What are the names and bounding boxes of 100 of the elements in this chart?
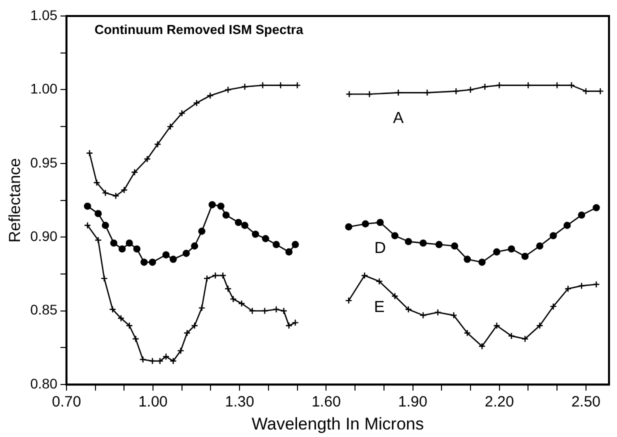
point (582, 88, 590, 95)
point (345, 223, 352, 230)
point (451, 242, 458, 250)
point (139, 356, 147, 364)
point (109, 306, 116, 314)
point (234, 218, 242, 226)
point (259, 82, 266, 89)
point (190, 322, 198, 330)
point (366, 90, 374, 98)
point (241, 222, 248, 229)
point (166, 122, 174, 130)
point (578, 282, 586, 290)
point (568, 82, 576, 89)
point (508, 332, 516, 340)
point (140, 258, 148, 266)
point (346, 90, 353, 98)
point (144, 155, 151, 163)
point (93, 179, 100, 186)
point (238, 300, 246, 308)
y-tick-label: 0.90 (30, 228, 58, 244)
point (162, 352, 170, 360)
point (120, 186, 128, 194)
point (564, 222, 571, 229)
point (345, 296, 352, 304)
point (578, 211, 586, 219)
point (521, 252, 529, 260)
point (230, 295, 237, 303)
point (536, 322, 544, 330)
point (261, 307, 268, 314)
point (452, 88, 460, 95)
point (553, 82, 561, 89)
point (112, 192, 120, 200)
point (521, 335, 529, 342)
point (508, 245, 516, 253)
point (280, 307, 288, 314)
point (464, 256, 471, 263)
point (391, 232, 398, 240)
point (481, 83, 489, 90)
point (550, 232, 557, 240)
y-tick-label: 0.85 (30, 302, 58, 318)
point (564, 285, 572, 292)
point (182, 250, 190, 257)
point (177, 347, 184, 354)
point (450, 312, 458, 319)
point (362, 220, 370, 228)
point (222, 211, 230, 219)
point (183, 329, 191, 337)
point (592, 204, 600, 212)
y-axis-title: Reflectance (7, 158, 24, 243)
point (285, 248, 293, 256)
point (478, 342, 486, 350)
point (241, 83, 248, 90)
point (404, 306, 412, 314)
point (292, 240, 299, 248)
point (394, 89, 402, 96)
point (478, 258, 486, 266)
point (435, 240, 443, 248)
point (208, 201, 216, 208)
x-tick-label: 1.90 (398, 394, 428, 411)
y-tick-label: 0.95 (30, 154, 58, 170)
point (524, 82, 532, 89)
point (118, 245, 126, 253)
y-tick-label: 1.00 (30, 80, 58, 97)
point (94, 210, 102, 218)
point (198, 228, 206, 235)
point (203, 274, 211, 282)
point (536, 242, 544, 250)
point (206, 92, 214, 100)
point (493, 322, 500, 330)
point (170, 357, 177, 365)
point (272, 306, 280, 314)
point (434, 308, 442, 316)
x-tick-label: 2.20 (484, 394, 514, 411)
point (156, 357, 164, 365)
y-tick-label: 1.05 (30, 6, 58, 23)
point (110, 239, 118, 247)
point (198, 304, 206, 312)
series-label: E (374, 298, 385, 316)
point (126, 322, 133, 330)
point (292, 319, 299, 326)
point (294, 82, 301, 89)
point (466, 86, 474, 94)
y-tick-label: 0.80 (30, 375, 58, 392)
point (133, 245, 140, 253)
point (420, 239, 427, 247)
series-label: D (374, 240, 386, 257)
point (170, 256, 177, 263)
x-tick-label: 1.00 (138, 394, 168, 411)
x-tick-label: 2.50 (571, 394, 601, 411)
point (102, 189, 110, 197)
point (126, 239, 133, 247)
point (130, 168, 138, 176)
x-tick-label: 1.60 (312, 394, 341, 411)
point (190, 242, 198, 250)
point (94, 236, 102, 244)
point (420, 312, 427, 319)
point (148, 258, 156, 266)
point (117, 314, 125, 322)
point (248, 307, 256, 314)
point (376, 218, 384, 226)
